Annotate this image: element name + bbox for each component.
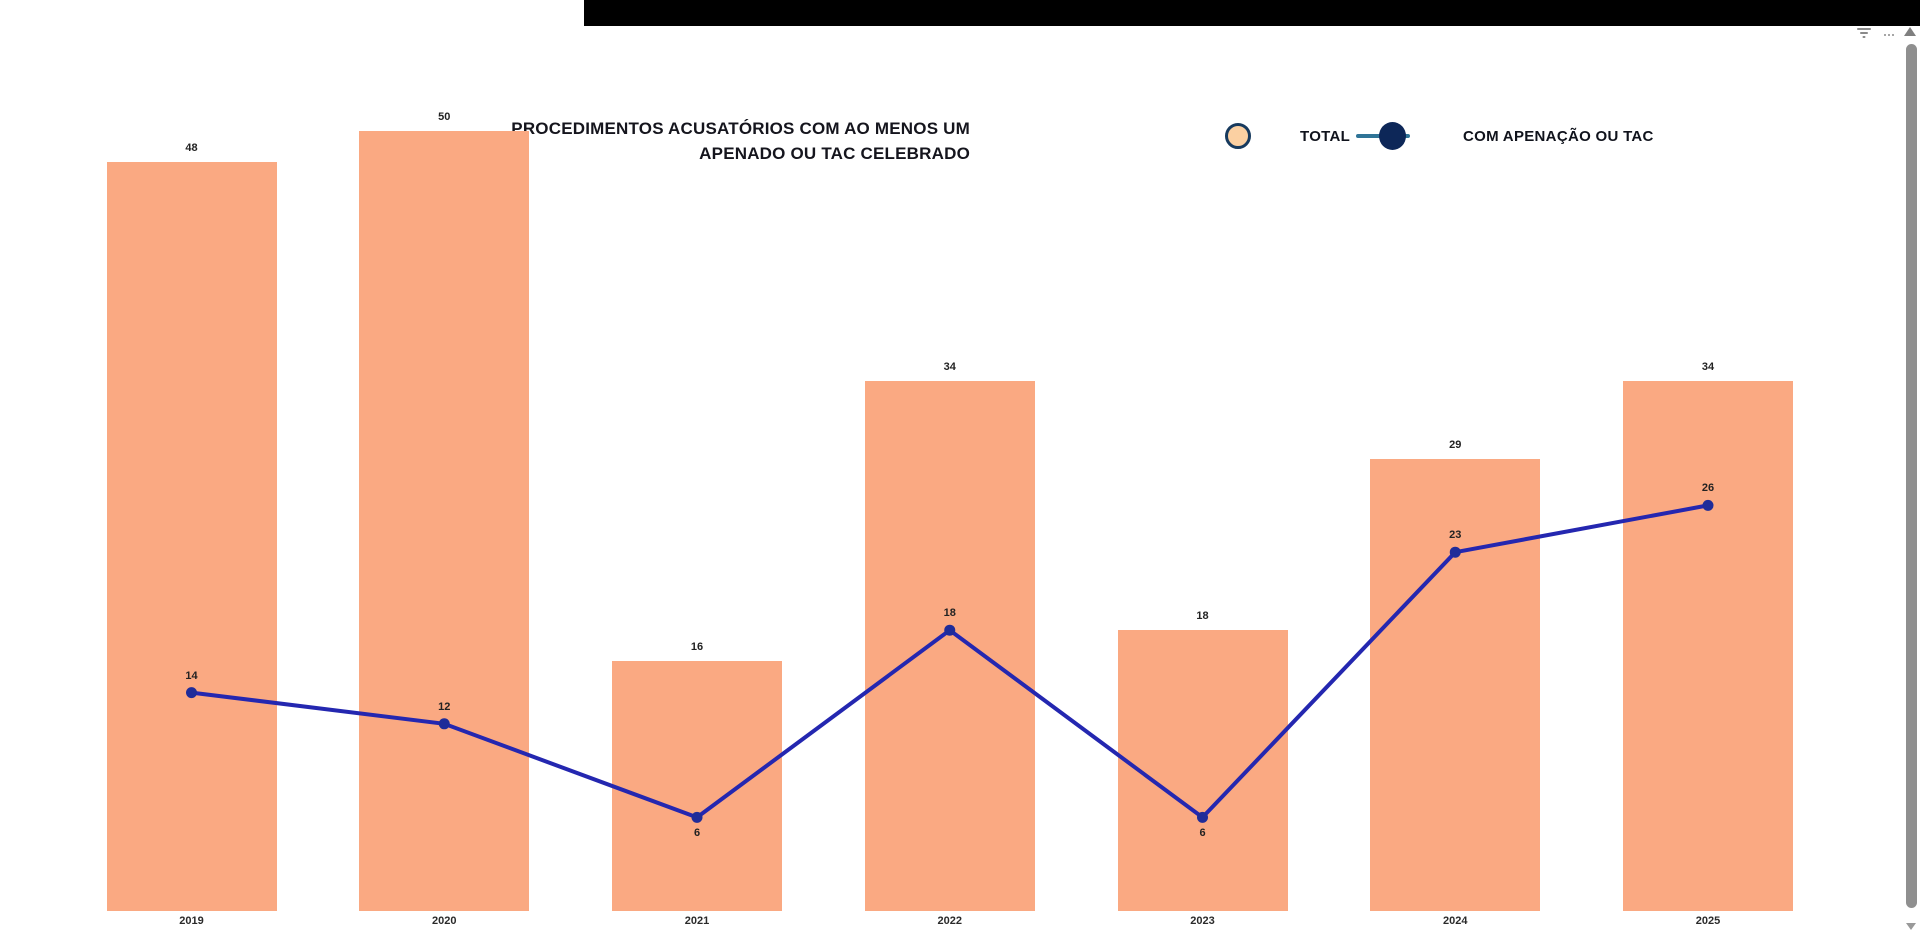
more-options-icon[interactable] — [1884, 33, 1898, 37]
legend-swatch-total[interactable] — [1225, 123, 1251, 149]
legend-label-line-series[interactable]: COM APENAÇÃO OU TAC — [1463, 128, 1654, 145]
bar-2025[interactable] — [1623, 380, 1793, 911]
scroll-up-arrow-icon[interactable] — [1904, 27, 1916, 36]
legend-swatch-line-dot[interactable] — [1379, 122, 1406, 150]
line-point-2024[interactable] — [1449, 546, 1461, 558]
line-point-2022[interactable] — [944, 624, 956, 636]
chart-title-line-1: PROCEDIMENTOS ACUSATÓRIOS COM AO MENOS U… — [511, 119, 970, 138]
filter-funnel-icon[interactable] — [1856, 28, 1872, 40]
x-axis-label-2020: 2020 — [432, 915, 457, 927]
legend-label-total[interactable]: TOTAL — [1300, 128, 1351, 145]
bar-label-2024: 29 — [1449, 438, 1462, 451]
line-label-2023: 6 — [1199, 827, 1206, 840]
line-label-2021: 6 — [693, 827, 701, 840]
line-point-2019[interactable] — [186, 687, 197, 699]
line-point-2023[interactable] — [1197, 811, 1208, 823]
x-axis-label-2021: 2021 — [684, 915, 710, 927]
scrollbar-thumb[interactable] — [1906, 44, 1917, 908]
bar-2022[interactable] — [864, 380, 1035, 911]
line-point-2020[interactable] — [438, 718, 450, 730]
bar-label-2023: 18 — [1196, 610, 1209, 623]
bar-2021[interactable] — [612, 661, 782, 911]
line-point-2021[interactable] — [691, 811, 703, 823]
x-axis-label-2024: 2024 — [1443, 915, 1468, 927]
bar-2019[interactable] — [106, 162, 277, 911]
bar-2024[interactable] — [1370, 458, 1541, 911]
visual-header-toolbar — [1852, 27, 1902, 41]
x-axis-label-2022: 2022 — [937, 915, 962, 927]
bar-label-2019: 48 — [185, 142, 198, 155]
bar-label-2025: 34 — [1701, 360, 1715, 373]
x-axis-label-2019: 2019 — [179, 915, 204, 927]
top-black-bar — [584, 0, 1920, 26]
x-axis-label-2025: 2025 — [1695, 915, 1721, 927]
chart-title-line-2: APENADO OU TAC CELEBRADO — [699, 144, 970, 163]
bar-label-2021: 16 — [690, 641, 704, 654]
line-label-2022: 18 — [943, 607, 956, 620]
line-label-2025: 26 — [1701, 482, 1715, 495]
bar-label-2020: 50 — [438, 111, 451, 123]
bar-label-2022: 34 — [943, 360, 956, 373]
scroll-down-arrow-icon[interactable] — [1906, 923, 1916, 930]
x-axis-label-2023: 2023 — [1190, 915, 1215, 927]
line-point-2025[interactable] — [1702, 499, 1714, 511]
line-label-2024: 23 — [1449, 529, 1462, 542]
line-label-2020: 12 — [438, 700, 451, 713]
bar-2020[interactable] — [359, 131, 530, 911]
bar-2023[interactable] — [1117, 630, 1288, 911]
line-label-2019: 14 — [185, 669, 198, 682]
chart-title: PROCEDIMENTOS ACUSATÓRIOS COM AO MENOS U… — [450, 116, 970, 166]
